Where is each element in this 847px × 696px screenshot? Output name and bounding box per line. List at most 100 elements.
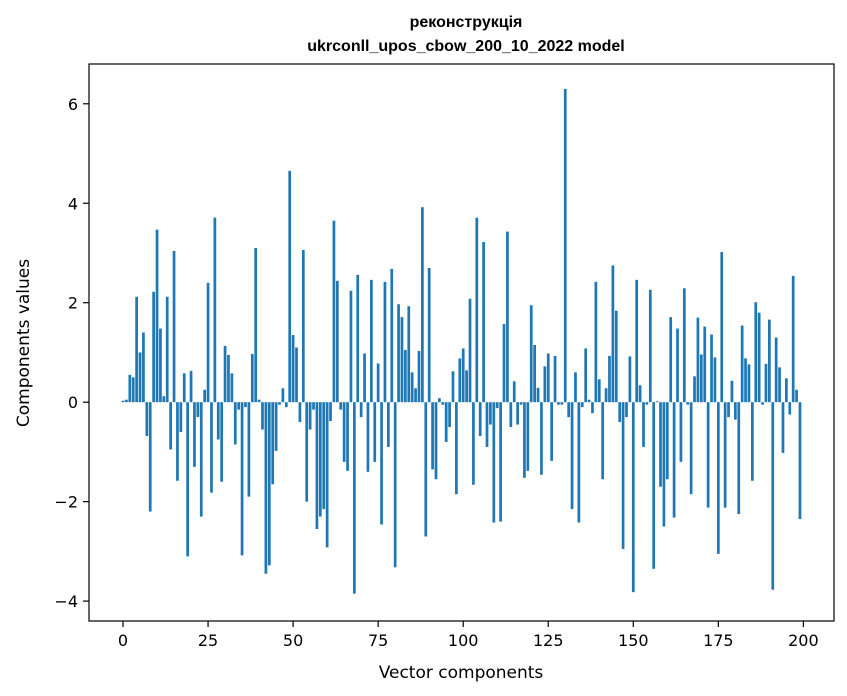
bar-73: [369, 279, 373, 403]
bar-102: [468, 298, 472, 403]
bar-122: [536, 387, 540, 403]
bar-76: [380, 402, 383, 525]
bar-89: [424, 402, 428, 537]
bar-24: [203, 389, 207, 403]
bar-96: [448, 402, 451, 428]
bar-188: [761, 402, 764, 405]
bar-92: [434, 402, 438, 480]
plot-frame: [88, 63, 835, 622]
bar-134: [577, 402, 581, 523]
y-tick-label: 0: [68, 393, 78, 412]
bar-136: [584, 348, 588, 403]
y-tick-label: −4: [54, 592, 78, 611]
y-tick-label: −2: [54, 493, 78, 512]
bar-157: [655, 401, 659, 403]
bar-63: [335, 280, 339, 403]
bar-19: [186, 402, 190, 557]
bar-114: [509, 402, 513, 428]
bar-169: [696, 317, 700, 403]
bar-36: [244, 402, 247, 408]
bar-183: [744, 358, 747, 403]
bar-65: [342, 402, 346, 462]
bar-175: [716, 402, 720, 554]
bar-26: [210, 402, 213, 493]
bar-12: [162, 396, 166, 403]
x-tick-label: 100: [448, 631, 479, 650]
bar-146: [618, 402, 622, 423]
bar-70: [359, 402, 363, 418]
bar-41: [261, 402, 264, 430]
bar-111: [499, 402, 502, 522]
bar-28: [216, 402, 220, 440]
bar-119: [526, 402, 530, 471]
bar-3: [131, 377, 135, 403]
bar-69: [356, 274, 360, 403]
bar-149: [628, 356, 632, 403]
bar-185: [751, 402, 754, 481]
bar-144: [611, 265, 615, 403]
bar-176: [720, 251, 724, 403]
bar-91: [431, 402, 434, 470]
bar-77: [383, 281, 387, 403]
bar-160: [665, 402, 669, 480]
y-axis-label: Components values: [14, 259, 34, 427]
bar-67: [349, 290, 353, 403]
bar-195: [785, 378, 788, 403]
bar-29: [220, 402, 224, 482]
bar-72: [366, 402, 370, 472]
x-tick-label: 25: [198, 631, 218, 650]
bar-164: [679, 402, 683, 462]
bar-98: [455, 402, 458, 495]
bar-18: [182, 373, 186, 403]
bar-53: [301, 250, 305, 403]
bar-137: [587, 399, 591, 403]
bar-129: [560, 402, 564, 405]
bar-10: [155, 229, 159, 403]
bar-135: [580, 402, 584, 408]
bar-44: [271, 402, 275, 485]
bar-189: [764, 363, 768, 403]
bar-163: [676, 328, 679, 403]
bar-191: [771, 402, 775, 590]
bar-138: [591, 402, 594, 414]
y-tick-label: 6: [68, 95, 78, 114]
bar-61: [329, 402, 332, 422]
bar-40: [257, 399, 261, 403]
bar-33: [233, 402, 237, 445]
x-tick-label: 200: [788, 631, 819, 650]
bar-117: [519, 402, 523, 405]
bar-21: [193, 402, 196, 467]
bar-78: [387, 402, 390, 447]
bar-173: [710, 334, 713, 403]
bar-106: [482, 242, 485, 403]
bar-59: [322, 402, 326, 510]
bar-103: [472, 402, 475, 485]
bar-7: [145, 402, 149, 436]
bar-99: [458, 358, 462, 403]
bar-85: [410, 372, 414, 403]
bar-190: [768, 319, 771, 403]
bar-25: [206, 282, 210, 403]
bar-75: [376, 363, 380, 403]
bar-83: [404, 349, 407, 403]
bar-107: [485, 402, 489, 447]
chart-title: реконструкція: [410, 14, 523, 31]
bar-39: [254, 248, 258, 403]
bars-group: [121, 88, 802, 594]
bar-194: [781, 402, 785, 453]
bar-4: [135, 296, 138, 403]
bar-196: [788, 402, 792, 415]
bar-32: [230, 373, 234, 403]
bar-132: [570, 402, 574, 510]
x-axis-label: Vector components: [379, 663, 544, 683]
bar-192: [774, 337, 778, 403]
bar-64: [339, 402, 343, 410]
bar-14: [169, 402, 172, 450]
bar-126: [550, 402, 554, 461]
x-axis-ticks: 0 25 50 75 100 125 150 175 200: [118, 621, 819, 650]
x-tick-label: 125: [533, 631, 564, 650]
bar-162: [672, 402, 676, 518]
bar-8: [148, 402, 152, 512]
bar-88: [421, 207, 424, 403]
x-tick-label: 0: [118, 631, 128, 650]
